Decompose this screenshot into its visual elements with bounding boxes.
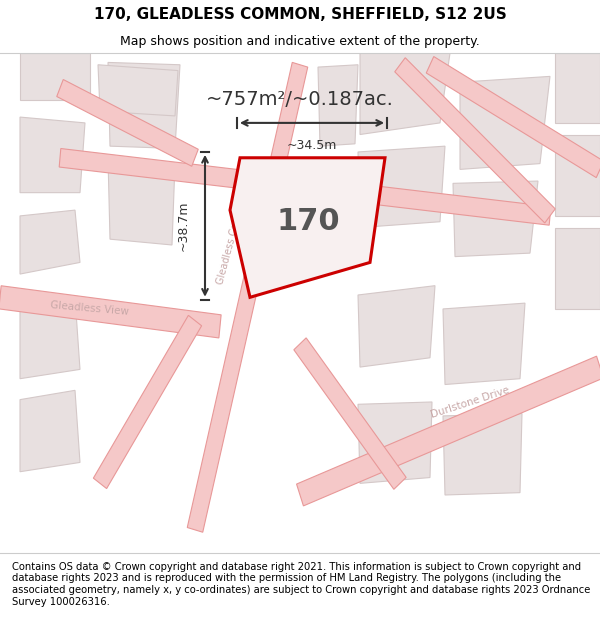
Text: Durlstone Drive: Durlstone Drive	[430, 384, 511, 419]
Text: ~34.5m: ~34.5m	[287, 139, 337, 152]
Polygon shape	[555, 134, 600, 216]
Polygon shape	[187, 62, 308, 532]
Polygon shape	[358, 146, 445, 228]
Polygon shape	[555, 228, 600, 309]
Text: Map shows position and indicative extent of the property.: Map shows position and indicative extent…	[120, 35, 480, 48]
Polygon shape	[318, 65, 358, 146]
Polygon shape	[453, 181, 538, 257]
Text: 170, GLEADLESS COMMON, SHEFFIELD, S12 2US: 170, GLEADLESS COMMON, SHEFFIELD, S12 2U…	[94, 8, 506, 22]
Polygon shape	[20, 53, 90, 99]
Text: ~38.7m: ~38.7m	[177, 201, 190, 251]
Polygon shape	[20, 391, 80, 472]
Text: Contains OS data © Crown copyright and database right 2021. This information is : Contains OS data © Crown copyright and d…	[12, 562, 590, 606]
Text: Gleadless Common: Gleadless Common	[215, 192, 249, 286]
Polygon shape	[443, 303, 525, 384]
Text: ~757m²/~0.187ac.: ~757m²/~0.187ac.	[206, 90, 394, 109]
Polygon shape	[358, 402, 432, 483]
Polygon shape	[296, 356, 600, 506]
Polygon shape	[230, 158, 385, 298]
Polygon shape	[108, 62, 180, 149]
Polygon shape	[0, 286, 221, 338]
Polygon shape	[360, 53, 450, 134]
Polygon shape	[395, 58, 555, 223]
Polygon shape	[443, 414, 522, 495]
Text: Gleadless View: Gleadless View	[50, 301, 130, 318]
Polygon shape	[59, 149, 551, 225]
Polygon shape	[426, 56, 600, 178]
Text: Hurlfield: Hurlfield	[266, 179, 314, 194]
Polygon shape	[94, 316, 202, 489]
Polygon shape	[108, 158, 175, 245]
Polygon shape	[20, 210, 80, 274]
Polygon shape	[294, 338, 406, 489]
Text: 170: 170	[276, 208, 340, 236]
Polygon shape	[20, 298, 80, 379]
Polygon shape	[20, 117, 85, 192]
Polygon shape	[358, 286, 435, 367]
Polygon shape	[98, 65, 178, 116]
Polygon shape	[57, 79, 198, 166]
Polygon shape	[555, 53, 600, 123]
Polygon shape	[460, 76, 550, 169]
